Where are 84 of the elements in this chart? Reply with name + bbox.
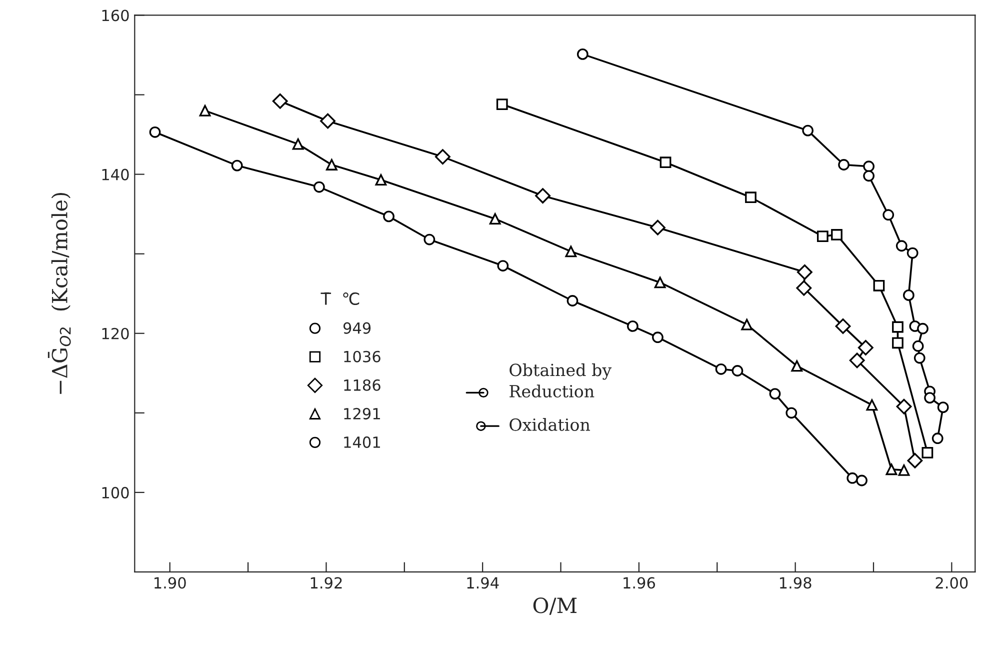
point [835,318,851,334]
point [831,229,842,240]
point [796,264,812,280]
point [816,230,828,242]
point [745,192,756,204]
point [912,340,924,352]
point [320,113,336,129]
point [791,360,803,372]
legend-label: 949 [343,322,371,334]
annotation: Oxidation [510,418,590,431]
point [652,332,664,344]
point [627,320,638,332]
point [497,260,509,272]
point [535,188,550,204]
point [732,365,744,376]
legend-label: 1401 [344,436,380,448]
point [856,474,868,486]
point [873,280,885,292]
y-axis-title: −ΔḠ$_{O2}$ (Kcal/mole) [48,192,71,394]
point [786,407,798,419]
legend-title: T̄ ℃ [320,292,360,306]
point [149,126,161,138]
y-tick-label: 160 [102,10,129,22]
point [715,363,727,375]
point [375,174,387,186]
x-tick-label: 2.00 [936,577,968,589]
annotation: Obtained by [510,363,612,380]
point [326,159,338,170]
point [272,93,288,109]
x-tick-label: 1.94 [467,577,499,589]
point [902,289,914,301]
point [576,48,588,60]
point [866,399,878,411]
point [846,472,858,484]
point [435,149,450,165]
point [565,246,577,258]
point [892,321,904,333]
point [313,181,325,193]
point [896,240,908,252]
point [769,388,781,400]
point [914,352,926,364]
annotation: Reduction [510,384,594,398]
point [917,322,928,334]
point [937,402,949,414]
legend-label: 1291 [344,408,380,420]
point [886,464,898,476]
x-tick-label: 1.98 [780,577,812,589]
x-tick-label: 1.92 [310,577,342,589]
point [863,160,875,172]
point [858,340,874,356]
point [882,209,894,221]
x-tick-label: 1.90 [154,577,186,589]
point [849,352,865,368]
y-tick-label: 140 [102,168,129,180]
point [566,295,578,306]
point [932,432,944,444]
legend-label: 1036 [344,350,380,362]
point [424,234,436,246]
point [907,452,923,468]
point [892,337,904,349]
y-tick-label: 120 [102,328,129,340]
point [922,446,934,458]
point [654,276,666,288]
point [796,280,812,296]
point [838,159,850,170]
point [802,124,814,136]
point [489,213,501,225]
point [496,98,508,110]
x-axis-title: O/M [533,598,577,615]
x-tick-label: 1.96 [624,577,655,589]
point [898,464,910,476]
point [863,170,875,182]
point [199,104,211,116]
point [231,160,243,172]
legend-label: 1186 [344,379,380,391]
y-tick-label: 100 [102,486,129,498]
point [741,318,753,330]
point [896,398,912,414]
point [660,156,672,168]
point [650,220,666,236]
point [924,392,936,404]
point [906,247,918,259]
point [383,210,394,222]
point [292,138,304,150]
